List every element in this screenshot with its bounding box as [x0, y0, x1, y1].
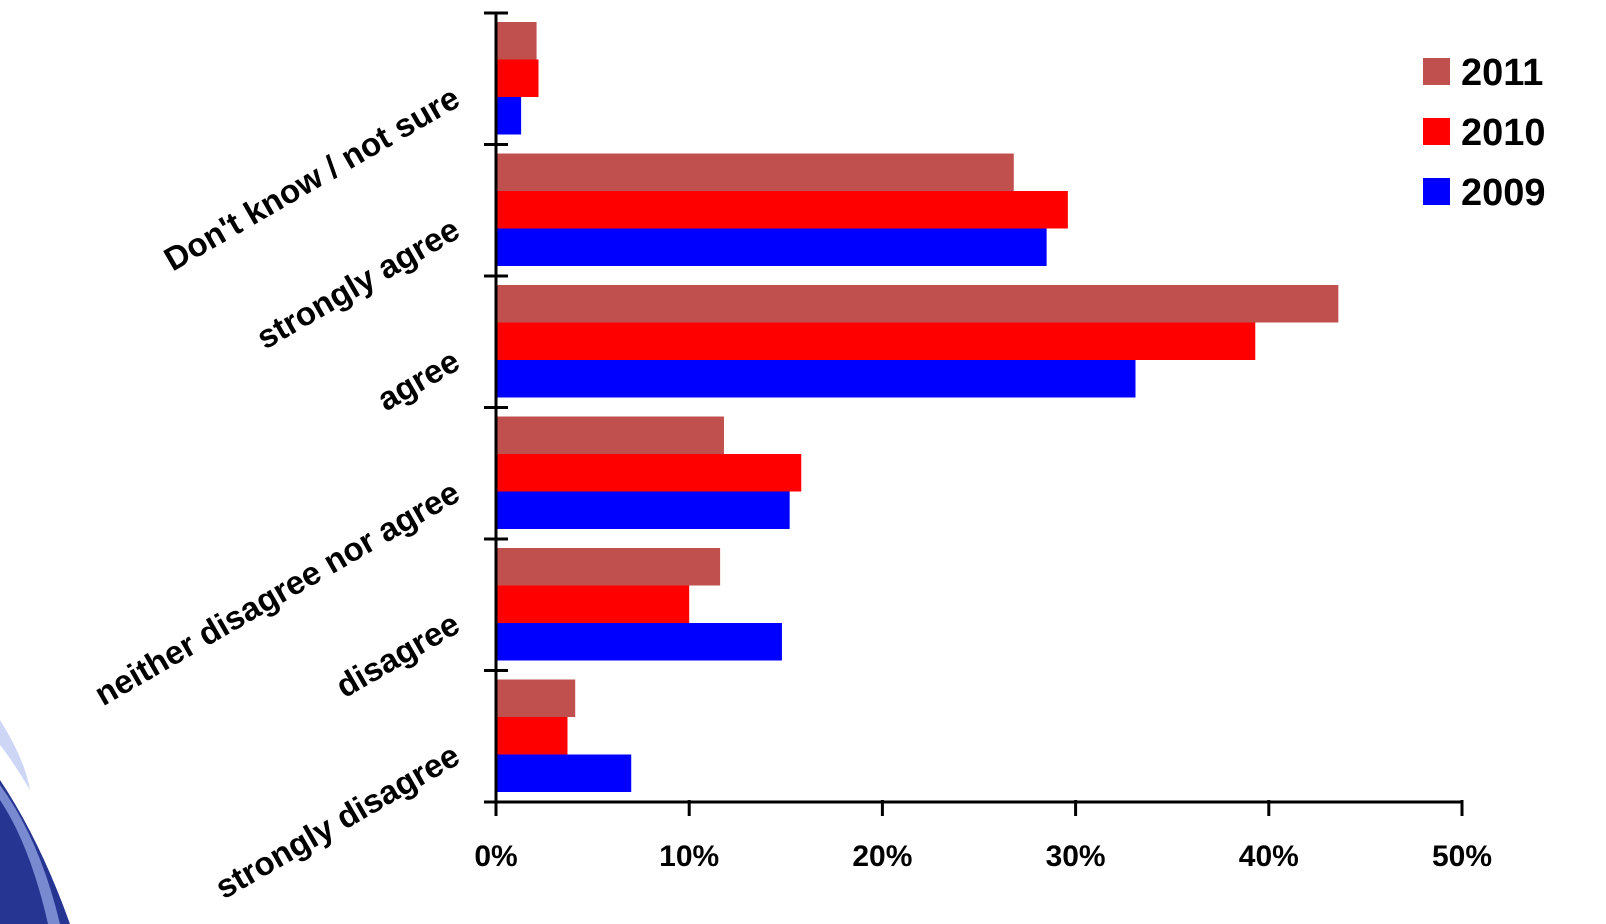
category-label: strongly disagree — [209, 736, 466, 906]
legend-label-2010: 2010 — [1461, 112, 1546, 154]
decoration-swoosh-faint — [0, 720, 30, 790]
x-tick-labels: 0% 10% 20% 30% 40% 50% — [474, 840, 1492, 873]
x-tick-label: 0% — [474, 840, 517, 873]
legend-swatch-2010 — [1423, 118, 1450, 145]
bar-2009-4 — [496, 623, 782, 661]
bar-2010-2 — [496, 322, 1256, 360]
bar-2010-5 — [496, 717, 568, 755]
bar-2009-1 — [496, 228, 1047, 266]
bar-2011-4 — [496, 548, 721, 586]
x-tick-label: 30% — [1046, 840, 1106, 873]
x-tick-label: 20% — [852, 840, 912, 873]
bar-2009-0 — [496, 97, 522, 135]
bar-2011-3 — [496, 416, 724, 454]
legend-label-2011: 2011 — [1461, 52, 1543, 94]
bar-2011-0 — [496, 22, 537, 60]
category-label: agree — [371, 342, 466, 418]
x-tick-label: 40% — [1239, 840, 1299, 873]
bar-2010-0 — [496, 59, 539, 97]
bar-2011-5 — [496, 679, 576, 717]
x-tick-label: 50% — [1432, 840, 1492, 873]
axes-group — [484, 11, 1464, 816]
category-label: neither disagree nor agree — [88, 473, 465, 712]
bar-2010-4 — [496, 585, 690, 623]
decoration-swoosh-light — [0, 785, 60, 924]
bars-group — [496, 22, 1339, 792]
legend-swatch-2011 — [1423, 58, 1450, 85]
category-label: strongly agree — [250, 210, 465, 356]
bar-2011-1 — [496, 153, 1014, 191]
bar-2010-1 — [496, 191, 1068, 229]
bar-2009-2 — [496, 360, 1136, 398]
bar-2011-2 — [496, 285, 1339, 323]
legend-swatch-2009 — [1423, 178, 1450, 205]
category-label: disagree — [329, 605, 465, 705]
legend: 2011 2010 2009 — [1423, 52, 1546, 214]
legend-label-2009: 2009 — [1461, 172, 1546, 214]
bar-2010-3 — [496, 454, 802, 492]
bar-2009-5 — [496, 754, 632, 792]
corner-decoration — [0, 720, 70, 924]
x-tick-label: 10% — [659, 840, 719, 873]
bar-2009-3 — [496, 491, 790, 529]
